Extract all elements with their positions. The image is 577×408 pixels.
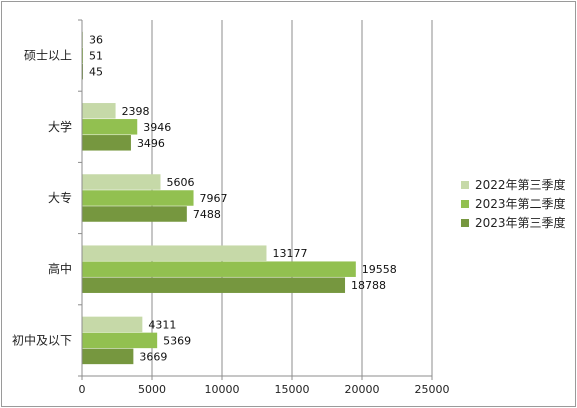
data-label: 36 <box>89 34 103 47</box>
gridlines <box>151 20 433 376</box>
legend-label: 2022年第三季度 <box>475 177 566 192</box>
x-tick-label: 5000 <box>138 383 166 396</box>
bars <box>82 31 356 365</box>
legend-swatch <box>461 181 469 189</box>
bar <box>82 316 143 333</box>
data-label: 3496 <box>137 137 165 150</box>
category-label: 硕士以上 <box>24 49 72 63</box>
bar <box>82 190 194 206</box>
bar <box>82 174 161 190</box>
data-label: 19558 <box>362 263 397 276</box>
legend-swatch <box>461 219 469 227</box>
x-tick-label: 20000 <box>345 383 380 396</box>
x-tick-label: 15000 <box>275 383 310 396</box>
data-label: 5606 <box>166 176 194 189</box>
data-label: 2398 <box>122 105 150 118</box>
legend: 2022年第三季度 2023年第二季度 2023年第三季度 <box>461 177 566 230</box>
legend-swatch <box>461 200 469 208</box>
data-label: 3946 <box>143 121 171 134</box>
bar <box>82 206 187 222</box>
bar <box>82 119 138 135</box>
data-label: 13177 <box>272 247 307 260</box>
data-label: 7967 <box>200 192 228 205</box>
data-label: 18788 <box>351 279 386 292</box>
bar <box>82 103 116 119</box>
data-label: 5369 <box>163 334 191 347</box>
value-labels: 36 51 45 2398 3946 3496 5606 7967 7488 13177 19558… <box>89 34 397 364</box>
data-label: 7488 <box>193 208 221 221</box>
data-label: 51 <box>89 50 103 63</box>
data-label: 3669 <box>139 350 167 363</box>
legend-label: 2023年第二季度 <box>475 196 566 211</box>
category-label: 初中及以下 <box>12 332 72 347</box>
legend-label: 2023年第三季度 <box>475 215 566 230</box>
bar <box>82 261 356 277</box>
bar <box>82 332 158 349</box>
bar <box>82 277 346 293</box>
bar <box>82 245 267 261</box>
bar <box>82 348 134 365</box>
category-label: 大专 <box>48 190 72 205</box>
x-tick-label: 25000 <box>415 383 450 396</box>
data-label: 4311 <box>148 318 176 331</box>
x-tick-label: 0 <box>79 383 86 396</box>
data-label: 45 <box>89 66 103 79</box>
x-tick-label: 10000 <box>205 383 240 396</box>
bar <box>82 135 131 151</box>
category-label: 高中 <box>48 261 72 276</box>
category-label: 大学 <box>48 119 72 134</box>
